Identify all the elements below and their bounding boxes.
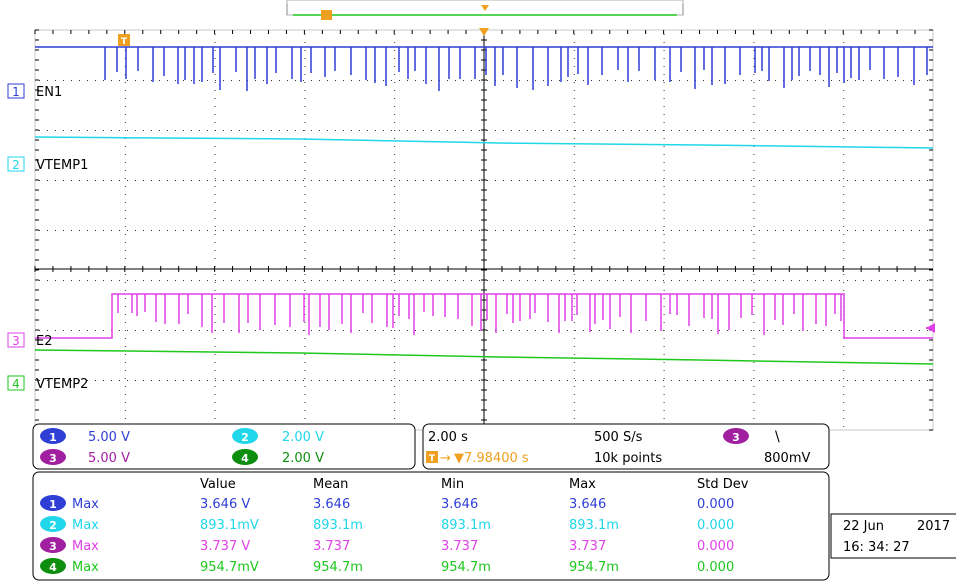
svg-text:4: 4 xyxy=(12,377,20,391)
svg-text:Mean: Mean xyxy=(313,477,348,492)
svg-text:T: T xyxy=(429,454,436,464)
channel-number: 1 xyxy=(49,498,57,511)
channel-number: 3 xyxy=(49,540,57,553)
measurement-type: Max xyxy=(72,539,99,554)
trigger-level: 800mV xyxy=(764,451,810,466)
svg-text:→: → xyxy=(440,451,451,466)
measurement-std: 0.000 xyxy=(697,497,734,512)
measurement-value: 954.7mV xyxy=(200,560,259,575)
sample-rate: 500 S/s xyxy=(594,430,643,445)
measurement-value: 3.737 V xyxy=(200,539,250,554)
time: 16: 34: 27 xyxy=(843,540,910,555)
svg-text:2.00 V: 2.00 V xyxy=(282,451,324,466)
svg-text:5.00 V: 5.00 V xyxy=(88,451,130,466)
ch2-scale: 2 2.00 V xyxy=(232,428,324,445)
measurement-type: Max xyxy=(72,560,99,575)
svg-text:Std Dev: Std Dev xyxy=(697,477,749,492)
measurement-min: 3.737 xyxy=(441,539,478,554)
time-per-division: 2.00 s xyxy=(428,430,468,445)
measurement-panel xyxy=(32,471,830,581)
ch3-label: E2 xyxy=(36,334,53,349)
svg-text:2: 2 xyxy=(241,431,249,444)
year: 2017 xyxy=(917,519,950,534)
trigger-slope-icon: \ xyxy=(775,429,780,445)
waveforms xyxy=(34,46,934,365)
measurement-max: 3.737 xyxy=(569,539,606,554)
measurement-mean: 954.7m xyxy=(313,560,363,575)
ch1-marker: 1 EN1 xyxy=(7,83,62,100)
svg-text:3: 3 xyxy=(12,334,20,348)
channel-badge xyxy=(40,558,66,574)
channel-number: 4 xyxy=(49,561,57,574)
measurement-mean: 893.1m xyxy=(313,518,363,533)
measurement-min: 3.646 xyxy=(441,497,478,512)
ch1-scale: 1 5.00 V xyxy=(40,428,130,445)
graticule-grid xyxy=(34,29,933,431)
measurement-max: 3.646 xyxy=(569,497,606,512)
ch4-scale: 4 2.00 V xyxy=(232,449,324,466)
measurement-row-ch2: 2 Max 893.1mV 893.1m 893.1m 893.1m 0.000 xyxy=(40,516,734,533)
trigger-position: ▼7.98400 s xyxy=(454,451,529,466)
trigger-source-badge xyxy=(723,428,749,444)
svg-text:Value: Value xyxy=(200,477,236,492)
channel-badge xyxy=(40,516,66,532)
measurement-max: 954.7m xyxy=(569,560,619,575)
ch2-marker: 2 VTEMP1 xyxy=(7,156,88,173)
measurement-min: 893.1m xyxy=(441,518,491,533)
channel-scale-panel xyxy=(32,423,416,470)
trigger-offset-icon xyxy=(426,451,438,463)
measurement-std: 0.000 xyxy=(697,560,734,575)
ch3-marker: 3 E2 xyxy=(7,332,53,349)
record-length: 10k points xyxy=(594,451,662,466)
overview-position-marker xyxy=(481,5,489,11)
measurement-min: 954.7m xyxy=(441,560,491,575)
svg-text:5.00 V: 5.00 V xyxy=(88,430,130,445)
trigger-position-icon xyxy=(118,34,130,46)
trigger-source: 3 xyxy=(732,431,740,444)
measurement-std: 0.000 xyxy=(697,539,734,554)
measurement-mean: 3.737 xyxy=(313,539,350,554)
datetime-panel xyxy=(830,513,956,559)
channel-number: 2 xyxy=(49,519,57,532)
overview-trigger-icon xyxy=(321,10,332,20)
measurement-row-ch4: 4 Max 954.7mV 954.7m 954.7m 954.7m 0.000 xyxy=(40,558,734,575)
svg-text:3: 3 xyxy=(49,452,57,465)
date: 22 Jun xyxy=(843,519,884,534)
svg-text:1: 1 xyxy=(12,85,20,99)
measurement-value: 893.1mV xyxy=(200,518,259,533)
measurement-mean: 3.646 xyxy=(313,497,350,512)
svg-text:4: 4 xyxy=(241,452,249,465)
measurement-value: 3.646 V xyxy=(200,497,250,512)
ch3-scale: 3 5.00 V xyxy=(40,449,130,466)
measurement-std: 0.000 xyxy=(697,518,734,533)
channel-badge xyxy=(40,537,66,553)
svg-text:2: 2 xyxy=(12,158,20,172)
svg-text:2.00 V: 2.00 V xyxy=(282,430,324,445)
svg-text:Min: Min xyxy=(441,477,464,492)
trigger-position-label: T xyxy=(121,37,128,47)
expansion-point-icon xyxy=(479,28,489,36)
svg-text:1: 1 xyxy=(49,431,57,444)
measurement-type: Max xyxy=(72,497,99,512)
measurement-headers: Value Mean Min Max Std Dev xyxy=(200,477,749,492)
measurement-row-ch1: 1 Max 3.646 V 3.646 3.646 3.646 0.000 xyxy=(40,495,734,512)
measurement-row-ch3: 3 Max 3.737 V 3.737 3.737 3.737 0.000 xyxy=(40,537,734,554)
ch2-label: VTEMP1 xyxy=(36,158,88,173)
ch4-label: VTEMP2 xyxy=(36,377,88,392)
measurement-type: Max xyxy=(72,518,99,533)
ch1-label: EN1 xyxy=(36,85,62,100)
ch4-marker: 4 VTEMP2 xyxy=(7,375,88,392)
record-overview xyxy=(286,0,684,20)
measurement-max: 893.1m xyxy=(569,518,619,533)
channel-badge xyxy=(40,495,66,511)
svg-text:Max: Max xyxy=(569,477,596,492)
